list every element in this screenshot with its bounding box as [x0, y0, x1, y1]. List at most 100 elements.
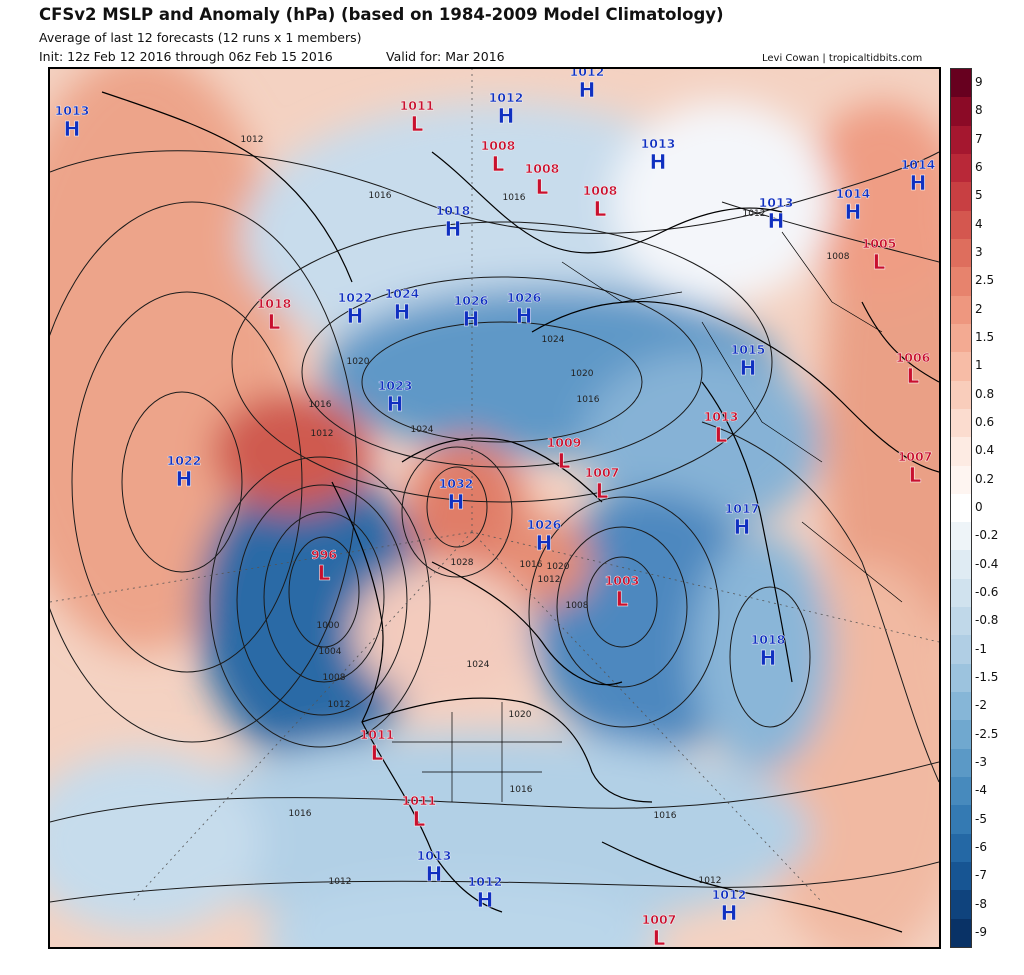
isobar-label: 1016	[503, 193, 526, 203]
colorbar-swatch	[951, 238, 971, 268]
center-pressure-value: 1014	[901, 157, 936, 172]
isobar-label: 1012	[699, 876, 722, 886]
colorbar-swatch	[951, 182, 971, 212]
isobar-label: 1020	[571, 369, 594, 379]
colorbar-tick-label: -0.2	[975, 528, 999, 543]
colorbar-swatch	[951, 437, 971, 466]
isobar-label: 1016	[309, 400, 332, 410]
colorbar-swatch	[951, 267, 971, 297]
colorbar-swatch	[951, 323, 971, 353]
center-type-letter: L	[536, 175, 549, 199]
isobar-label: 1004	[319, 647, 342, 657]
colorbar-tick-label: 1	[975, 358, 983, 373]
center-pressure-value: 1013	[704, 409, 739, 424]
map-title: CFSv2 MSLP and Anomaly (hPa) (based on 1…	[39, 5, 724, 24]
center-pressure-value: 1013	[417, 848, 452, 863]
colorbar-swatch	[951, 635, 971, 665]
colorbar-swatch	[951, 210, 971, 240]
center-type-letter: H	[445, 217, 462, 241]
colorbar-swatch	[951, 408, 971, 438]
colorbar-swatch	[951, 833, 971, 863]
colorbar-tick-label: 3	[975, 245, 983, 260]
colorbar-tick-label: 7	[975, 131, 983, 146]
center-type-letter: H	[845, 200, 862, 224]
center-type-letter: L	[653, 926, 666, 947]
isobar-label: 1024	[542, 335, 565, 345]
colorbar-tick-label: -5	[975, 811, 987, 826]
credit-label: Levi Cowan | tropicaltidbits.com	[762, 53, 923, 64]
isobar-label: 1012	[329, 877, 352, 887]
colorbar-swatch	[951, 153, 971, 183]
isobar-labels: 1012 1016 1016 1012 1008 1020 1024 1020 1016 1016…	[241, 135, 850, 887]
colorbar-tick-label: 2.5	[975, 273, 995, 288]
center-pressure-value: 1011	[360, 727, 395, 742]
isobar-label: 1008	[566, 601, 589, 611]
isobar-label: 1008	[323, 673, 346, 683]
center-type-letter: L	[715, 423, 728, 447]
colorbar-swatch	[951, 607, 971, 636]
center-type-letter: H	[463, 307, 480, 331]
center-pressure-value: 1008	[481, 138, 516, 153]
colorbar-swatch	[951, 493, 971, 523]
colorbar-swatch	[951, 720, 971, 750]
colorbar-tick-label: 2	[975, 301, 983, 316]
center-type-letter: H	[721, 901, 738, 925]
center-pressure-value: 1003	[605, 573, 640, 588]
isobar-label: 1016	[289, 809, 312, 819]
center-pressure-value: 996	[311, 547, 337, 562]
colorbar-tick-label: 0	[975, 500, 983, 514]
center-type-letter: H	[448, 490, 465, 514]
isobar-label: 1024	[411, 425, 434, 435]
center-pressure-value: 1008	[525, 161, 560, 176]
center-type-letter: L	[318, 561, 331, 585]
center-pressure-value: 1013	[641, 136, 676, 151]
center-type-letter: H	[760, 646, 777, 670]
center-type-letter: H	[516, 304, 533, 328]
center-type-letter: L	[616, 587, 629, 611]
colorbar-swatch	[951, 663, 971, 693]
center-pressure-value: 1022	[167, 453, 202, 468]
isobar-label: 1008	[827, 252, 850, 262]
colorbar-swatch	[951, 550, 971, 580]
colorbar-swatch	[951, 97, 971, 127]
map-subtitle: Average of last 12 forecasts (12 runs x …	[39, 30, 362, 45]
colorbar-tick-label: -0.6	[975, 584, 999, 599]
anomaly-colorbar	[950, 68, 972, 948]
center-pressure-value: 1005	[862, 236, 897, 251]
colorbar-swatch	[951, 352, 971, 382]
colorbar-tick-label: 6	[975, 160, 983, 175]
colorbar-tick-label: -8	[975, 896, 987, 911]
political-boundaries	[392, 231, 903, 802]
center-type-letter: H	[740, 356, 757, 380]
mslp-anomaly-map: 1012 1016 1016 1012 1008 1020 1024 1020 1016 1016…	[48, 67, 941, 949]
center-pressure-value: 1026	[507, 290, 542, 305]
colorbar-tick-label: -2	[975, 698, 987, 713]
colorbar-tick-label: 0.2	[975, 471, 995, 486]
center-type-letter: H	[498, 104, 515, 128]
center-type-letter: H	[347, 304, 364, 328]
colorbar-labels: 9 8 7 6 5 4 3 2.5 2 1.5 1 0.8 0.6 0.4 0.2 0 -0.2 -0.4 -0.6…	[975, 68, 1024, 948]
isobar-label: 1020	[547, 562, 570, 572]
center-type-letter: H	[734, 515, 751, 539]
